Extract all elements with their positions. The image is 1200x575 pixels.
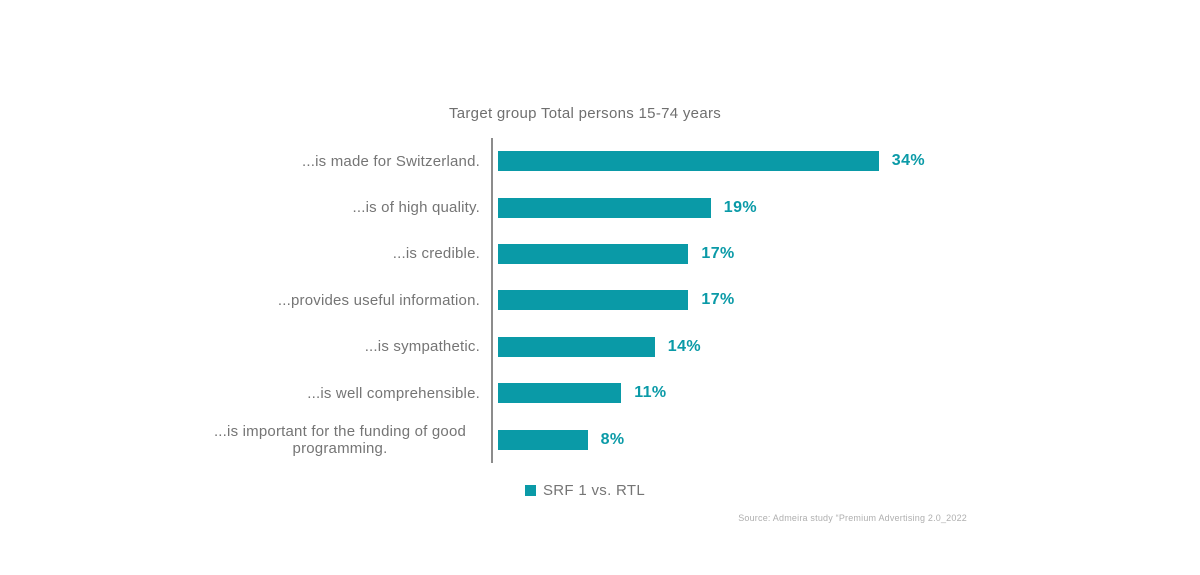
- category-label: ...is of high quality.: [200, 199, 491, 216]
- row-plot: 17%: [491, 230, 970, 278]
- chart-row: ...is of high quality. 19%: [200, 184, 970, 231]
- category-label-text: ...provides useful information.: [277, 291, 480, 309]
- category-label-text: ...is of high quality.: [352, 199, 480, 217]
- legend-swatch-icon: [525, 484, 536, 496]
- chart-plot-area: ...is made for Switzerland. 34% ...is of…: [200, 138, 970, 463]
- chart-row: ...is well comprehensible. 11%: [200, 369, 970, 417]
- category-label: ...is made for Switzerland.: [200, 153, 491, 170]
- chart-title: Target group Total persons 15-74 years: [448, 105, 722, 122]
- value-label: 17%: [701, 291, 735, 309]
- category-label: ...is sympathetic.: [200, 338, 491, 355]
- category-label-text: ...is sympathetic.: [364, 338, 480, 356]
- row-plot: 19%: [491, 184, 970, 231]
- category-label-text: ...is important for the funding of good …: [213, 422, 467, 457]
- chart-row: ...is important for the funding of good …: [200, 416, 970, 463]
- bar: [498, 383, 622, 404]
- value-label: 11%: [634, 384, 667, 402]
- value-label: 19%: [723, 198, 758, 216]
- chart-row: ...is credible. 17%: [200, 230, 970, 278]
- bar: [498, 243, 689, 264]
- category-label-text: ...is made for Switzerland.: [302, 152, 480, 170]
- category-label: ...is credible.: [200, 245, 491, 262]
- source-note: Source: Admeira study “Premium Advertisi…: [738, 513, 967, 523]
- bar: [498, 151, 879, 172]
- bar-chart: Target group Total persons 15-74 years .…: [200, 100, 970, 499]
- legend-label: SRF 1 vs. RTL: [543, 481, 645, 499]
- bar: [498, 336, 655, 357]
- category-label-text: ...is credible.: [392, 245, 480, 263]
- category-label: ...is important for the funding of good …: [200, 423, 491, 457]
- chart-row: ...is sympathetic. 14%: [200, 323, 970, 370]
- bar: [498, 197, 711, 218]
- row-plot: 11%: [491, 369, 970, 417]
- chart-row: ...is made for Switzerland. 34%: [200, 138, 970, 185]
- category-label: ...is well comprehensible.: [200, 385, 491, 402]
- row-plot: 34%: [491, 138, 970, 185]
- chart-legend: SRF 1 vs. RTL: [200, 482, 970, 499]
- chart-row: ...provides useful information. 17%: [200, 277, 970, 324]
- category-label-text: ...is well comprehensible.: [307, 384, 480, 402]
- row-plot: 17%: [491, 277, 970, 324]
- row-plot: 8%: [491, 416, 970, 463]
- category-label: ...provides useful information.: [200, 292, 491, 309]
- value-label: 14%: [667, 337, 702, 355]
- bar: [498, 290, 689, 311]
- value-label: 17%: [701, 244, 735, 262]
- value-label: 34%: [891, 152, 926, 170]
- row-plot: 14%: [491, 323, 970, 370]
- bar: [498, 429, 588, 450]
- value-label: 8%: [600, 430, 625, 448]
